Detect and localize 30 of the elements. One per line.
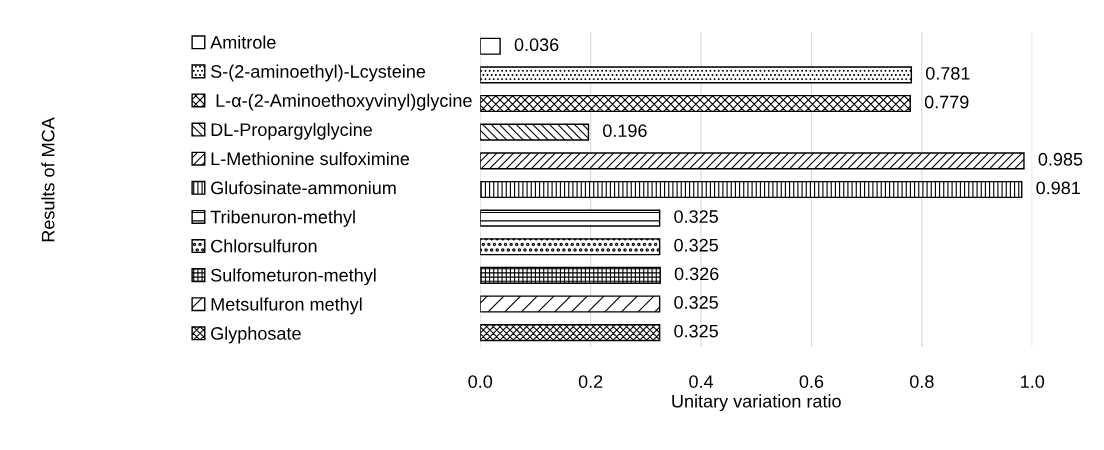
legend-label: Metsulfuron methyl <box>211 297 362 315</box>
x-tick-label: 1.0 <box>1021 375 1045 388</box>
data-label: 0.985 <box>1038 152 1083 166</box>
x-tick-label: 0.2 <box>578 375 603 388</box>
text: Results of MCA <box>41 117 55 242</box>
legend-label: Chlorsulfuron <box>211 239 317 253</box>
data-label: 0.326 <box>674 267 719 281</box>
legend-label: DL-Propargylglycine <box>211 122 372 140</box>
x-tick-label: 0.8 <box>910 375 934 388</box>
data-label: 0.779 <box>924 95 969 109</box>
legend-label: Sulfometuron-methyl <box>211 268 376 286</box>
data-label: 0.196 <box>603 124 647 138</box>
legend-label: S-(2-aminoethyl)-Lcysteine <box>211 64 426 82</box>
legend-label: Glufosinate-ammonium <box>211 181 396 195</box>
data-label: 0.981 <box>1036 181 1080 195</box>
x-axis-title: Unitary variation ratio <box>672 394 841 412</box>
legend-label: Glyphosate <box>211 326 301 344</box>
data-label: 0.325 <box>674 296 718 309</box>
data-label: 0.036 <box>514 38 559 52</box>
x-tick-label: 0.4 <box>689 375 714 388</box>
data-label: 0.781 <box>925 66 970 80</box>
legend-label: L-α-(2-Aminoethoxyvinyl)glycine <box>216 93 472 111</box>
data-label: 0.325 <box>674 210 718 223</box>
x-tick-label: 0.6 <box>799 375 824 388</box>
legend-label: Amitrole <box>210 35 276 49</box>
data-label: 0.325 <box>674 324 718 338</box>
legend-label: Tribenuron-methyl <box>210 210 355 227</box>
legend-label: L-Methionine sulfoximine <box>211 151 410 166</box>
data-label: 0.325 <box>674 238 718 252</box>
x-tick-label: 0.0 <box>468 375 493 388</box>
